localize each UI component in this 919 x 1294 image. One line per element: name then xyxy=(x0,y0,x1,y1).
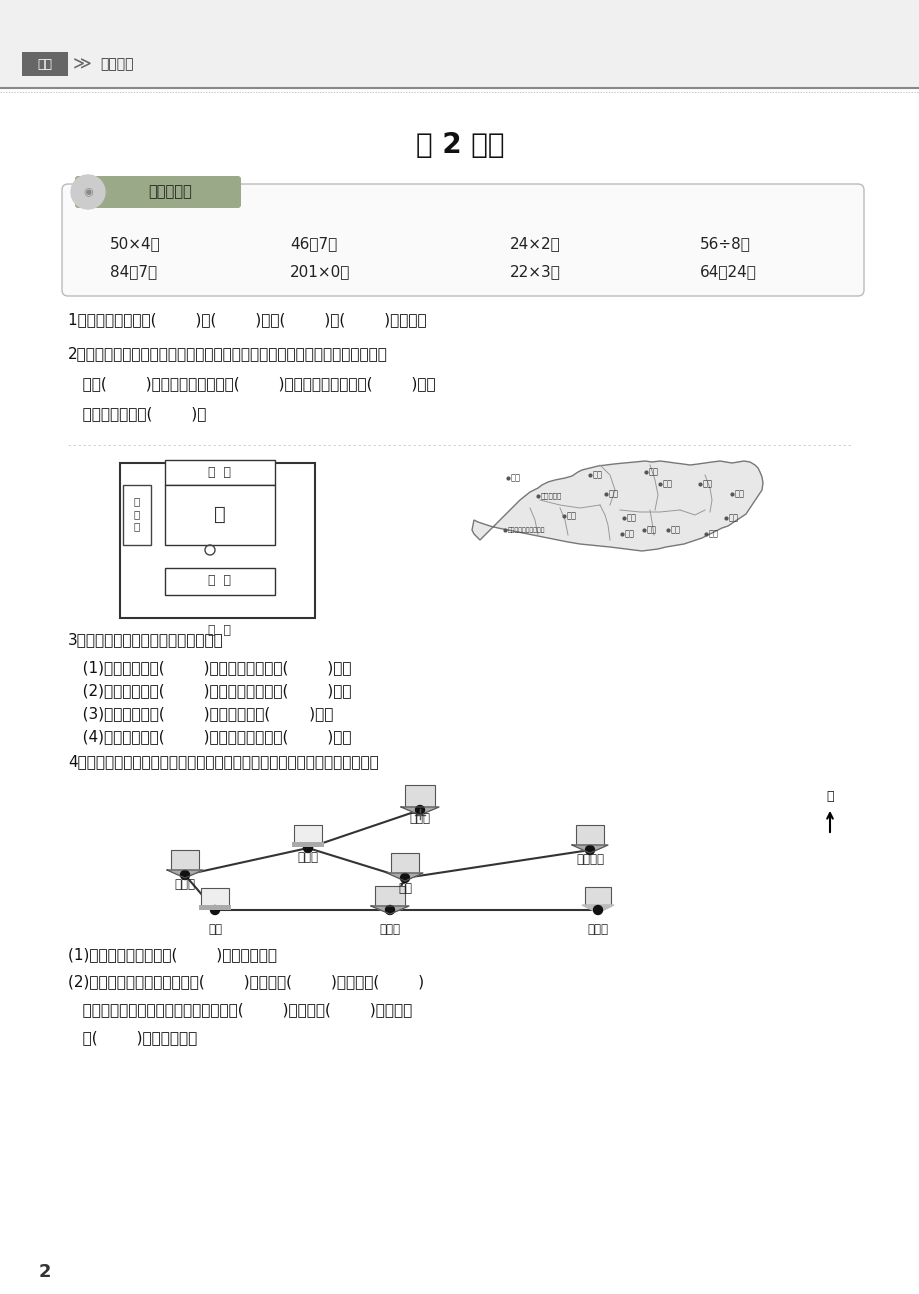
Text: 咸宁: 咸宁 xyxy=(709,529,719,538)
Bar xyxy=(391,853,418,873)
Text: ≫: ≫ xyxy=(73,56,91,72)
Text: 便利店: 便利店 xyxy=(297,851,318,864)
Text: (3)武汉在咸宁的(        )面，在宜昌的(        )面。: (3)武汉在咸宁的( )面，在宜昌的( )面。 xyxy=(68,707,333,722)
Bar xyxy=(575,826,604,845)
Circle shape xyxy=(415,805,424,814)
Circle shape xyxy=(593,906,602,915)
Text: 明明家: 明明家 xyxy=(587,923,607,936)
Text: (1)襄阳在荆门的(        )面，荆州在荆门的(        )面。: (1)襄阳在荆门的( )面，荆州在荆门的( )面。 xyxy=(68,660,351,675)
Text: 仙桃: 仙桃 xyxy=(646,525,656,534)
Text: 武汉: 武汉 xyxy=(702,480,712,489)
Text: 人民公园: 人民公园 xyxy=(575,853,604,866)
Text: 北面墙摆放的是(        )。: 北面墙摆放的是( )。 xyxy=(68,406,206,422)
Bar xyxy=(584,886,610,905)
Text: 3．根据上面的湖北省地图回答问题。: 3．根据上面的湖北省地图回答问题。 xyxy=(68,633,223,647)
Bar xyxy=(123,485,151,545)
Text: 随州: 随州 xyxy=(648,467,658,476)
Circle shape xyxy=(210,906,220,915)
Text: 201×0＝: 201×0＝ xyxy=(289,264,350,280)
Text: 4．明明和亮亮约好一起去美术馆看画展，根据下面的路线示意图回答问题。: 4．明明和亮亮约好一起去美术馆看画展，根据下面的路线示意图回答问题。 xyxy=(68,754,379,770)
Bar xyxy=(199,905,231,910)
Bar xyxy=(404,785,435,807)
Text: 潜江: 潜江 xyxy=(624,529,634,538)
Bar xyxy=(22,52,68,76)
Circle shape xyxy=(400,873,409,883)
Text: 56÷8＝: 56÷8＝ xyxy=(699,237,750,251)
Text: 2: 2 xyxy=(39,1263,51,1281)
Text: 84－7＝: 84－7＝ xyxy=(110,264,157,280)
FancyBboxPatch shape xyxy=(62,184,863,296)
Text: 的是(        )，靠南面墙摆放的是(        )，靠西面墙摆放的是(        )，靠: 的是( )，靠南面墙摆放的是( )，靠西面墙摆放的是( )，靠 xyxy=(68,377,436,392)
Text: 2．下面是小红的房间布置示意图。如果房间的窗户在南面，那么靠东面墙摆放: 2．下面是小红的房间布置示意图。如果房间的窗户在南面，那么靠东面墙摆放 xyxy=(68,347,388,361)
Polygon shape xyxy=(370,906,409,914)
Circle shape xyxy=(71,175,105,210)
Text: 美术馆: 美术馆 xyxy=(175,879,196,892)
Text: 书  桌: 书 桌 xyxy=(209,575,232,587)
Polygon shape xyxy=(572,845,607,853)
Circle shape xyxy=(303,844,312,853)
Text: ◉: ◉ xyxy=(83,188,93,197)
Text: 孝感: 孝感 xyxy=(663,480,673,489)
Text: 课堂作业: 课堂作业 xyxy=(100,57,133,71)
Polygon shape xyxy=(401,807,438,815)
Text: (1)明明从家里出发，向(        )走到博物馆。: (1)明明从家里出发，向( )走到博物馆。 xyxy=(68,947,277,963)
Circle shape xyxy=(584,845,594,854)
Text: (2)亮亮在人民公园晨练之后向(        )走，途经(        )，接着向(        ): (2)亮亮在人民公园晨练之后向( )走，途经( )，接着向( ) xyxy=(68,974,424,990)
Bar xyxy=(294,826,322,842)
Bar xyxy=(0,0,919,88)
Text: 22×3＝: 22×3＝ xyxy=(509,264,561,280)
Text: (4)荆门在孝感的(        )面，随州在襄阳的(        )面。: (4)荆门在孝感的( )面，随州在襄阳的( )面。 xyxy=(68,730,351,744)
Text: 50×4＝: 50×4＝ xyxy=(110,237,161,251)
Text: 十堰: 十堰 xyxy=(510,474,520,483)
Bar xyxy=(200,888,229,906)
Text: 第 2 课时: 第 2 课时 xyxy=(415,131,504,159)
Text: 46＋7＝: 46＋7＝ xyxy=(289,237,337,251)
Text: 黄石: 黄石 xyxy=(728,514,738,523)
Text: 荆门: 荆门 xyxy=(608,489,618,498)
Bar xyxy=(119,463,314,619)
Text: 学校: 学校 xyxy=(398,883,412,895)
Text: 向(        )走到美术馆。: 向( )走到美术馆。 xyxy=(68,1030,197,1046)
Bar xyxy=(171,850,199,870)
Text: 洪江: 洪江 xyxy=(670,525,680,534)
Text: 电
视
机: 电 视 机 xyxy=(134,497,140,532)
Text: 天门: 天门 xyxy=(627,514,636,523)
Text: 超市: 超市 xyxy=(208,923,221,936)
Circle shape xyxy=(180,871,189,880)
Polygon shape xyxy=(471,461,762,551)
Bar xyxy=(291,842,323,848)
Text: 恩施土家族苗族自治州: 恩施土家族苗族自治州 xyxy=(507,527,545,533)
Bar xyxy=(165,568,275,595)
Text: 口算课课练: 口算课课练 xyxy=(148,185,192,199)
Text: (2)潜江在仙桃的(        )面，仙桃在潜江的(        )面。: (2)潜江在仙桃的( )面，仙桃在潜江的( )面。 xyxy=(68,683,351,699)
Text: 24×2＝: 24×2＝ xyxy=(509,237,561,251)
Text: 北: 北 xyxy=(825,789,833,802)
FancyBboxPatch shape xyxy=(75,176,241,208)
Text: 宜昌: 宜昌 xyxy=(566,511,576,520)
Text: 床: 床 xyxy=(214,505,226,524)
Text: 1．地图通常是按上(        )下(        )，左(        )右(        )绘制的。: 1．地图通常是按上( )下( )，左( )右( )绘制的。 xyxy=(68,312,426,327)
Polygon shape xyxy=(582,905,613,914)
Polygon shape xyxy=(387,873,423,881)
Text: 黄冈: 黄冈 xyxy=(734,489,744,498)
Text: 走，与明明在博物馆会合，然后一起向(        )走，经过(        )，最后再: 走，与明明在博物馆会合，然后一起向( )走，经过( )，最后再 xyxy=(68,1003,412,1017)
Text: 小学: 小学 xyxy=(38,57,52,70)
Bar xyxy=(165,459,275,485)
Circle shape xyxy=(385,906,394,915)
Bar xyxy=(375,886,404,906)
Text: 博物馆: 博物馆 xyxy=(380,923,400,936)
Text: 64－24＝: 64－24＝ xyxy=(699,264,756,280)
Polygon shape xyxy=(167,870,203,879)
Text: 窗  户: 窗 户 xyxy=(209,624,232,637)
Text: 襄阳: 襄阳 xyxy=(593,471,602,480)
Text: 神农架林区: 神农架林区 xyxy=(540,493,562,499)
Text: 科技馆: 科技馆 xyxy=(409,813,430,826)
Bar xyxy=(165,485,275,545)
Text: 衣  橱: 衣 橱 xyxy=(209,466,232,479)
